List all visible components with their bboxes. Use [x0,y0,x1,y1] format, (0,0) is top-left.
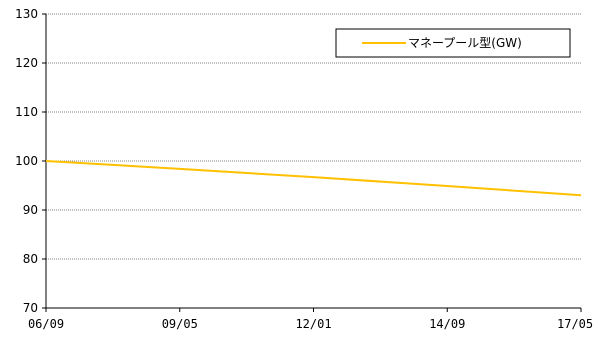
legend: マネープール型(GW) [335,28,571,58]
y-tick-label: 70 [23,301,38,315]
y-tick-label: 120 [15,56,38,70]
axis-layer: 70 80 90 100 110 120 130 06/09 09/05 12/01 14/09 17… [15,7,593,331]
y-tick-label: 130 [15,7,38,21]
y-tick-label: 100 [15,154,38,168]
x-tick-label: 06/09 [28,317,64,331]
series-line [45,160,582,197]
y-tick-label: 110 [15,105,38,119]
series-layer [45,160,582,197]
x-tick-label: 17/05 [557,317,593,331]
legend-label: マネープール型(GW) [408,36,522,50]
y-tick-label: 90 [23,203,38,217]
y-tick-label: 80 [23,252,38,266]
x-tick-label: 09/05 [162,317,198,331]
x-tick-label: 14/09 [429,317,465,331]
x-tick-label: 12/01 [295,317,331,331]
